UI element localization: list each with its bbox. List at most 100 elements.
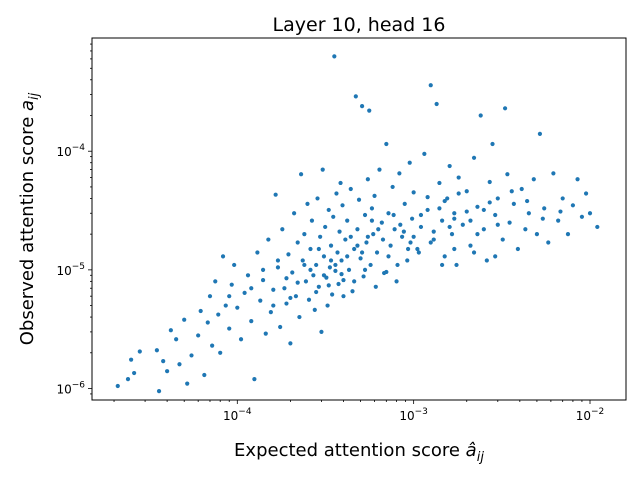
data-point xyxy=(286,252,291,257)
data-point xyxy=(302,262,307,268)
data-point xyxy=(490,141,495,147)
data-point xyxy=(384,141,389,147)
data-point xyxy=(205,320,210,325)
data-point xyxy=(323,224,328,230)
data-point xyxy=(560,196,565,201)
ticks-layer: 10−4 10−3 10−2 10−6 10−5 10−4 xyxy=(56,43,605,423)
data-point xyxy=(440,218,445,223)
data-point xyxy=(335,250,340,255)
x-tick-label: 10−4 xyxy=(223,407,252,423)
data-point xyxy=(341,294,346,299)
data-point xyxy=(227,326,232,331)
data-point xyxy=(440,262,445,268)
data-point xyxy=(249,286,254,291)
data-point xyxy=(154,348,159,353)
data-point xyxy=(198,308,203,314)
data-point xyxy=(374,250,380,255)
data-point xyxy=(447,163,452,169)
x-tick-label: 10−2 xyxy=(576,407,605,423)
data-point xyxy=(220,254,226,259)
data-point xyxy=(318,234,323,239)
data-point xyxy=(174,337,179,342)
data-point xyxy=(362,212,368,218)
x-tick-label: 10−3 xyxy=(399,407,428,423)
data-point xyxy=(437,206,442,211)
data-point xyxy=(189,353,194,358)
data-point xyxy=(546,240,551,245)
data-point xyxy=(471,250,477,255)
data-point xyxy=(542,206,547,211)
data-point xyxy=(343,237,348,242)
data-point xyxy=(302,232,307,237)
data-point xyxy=(328,243,334,248)
data-point xyxy=(411,234,416,239)
data-point xyxy=(452,216,457,221)
data-point xyxy=(475,204,480,209)
data-point xyxy=(295,280,300,285)
data-point xyxy=(526,211,531,216)
data-point xyxy=(290,270,295,275)
data-point xyxy=(583,191,589,196)
data-point xyxy=(505,172,510,177)
data-point xyxy=(271,287,276,292)
data-point xyxy=(431,229,436,234)
data-point xyxy=(308,267,313,272)
data-point xyxy=(365,234,370,239)
data-point xyxy=(442,198,447,204)
data-point xyxy=(227,294,232,299)
data-point xyxy=(434,101,439,107)
data-point xyxy=(314,289,319,295)
data-point xyxy=(319,329,324,334)
data-point xyxy=(460,222,465,227)
data-point xyxy=(400,234,405,239)
data-point xyxy=(333,268,338,273)
data-point xyxy=(278,324,283,330)
data-point xyxy=(431,237,436,242)
data-point xyxy=(284,276,289,281)
data-point xyxy=(507,220,512,225)
data-point xyxy=(392,227,397,232)
data-point xyxy=(242,290,247,295)
data-point xyxy=(275,258,281,263)
data-point xyxy=(137,349,142,354)
data-point xyxy=(352,279,357,284)
data-point xyxy=(168,328,173,333)
data-point xyxy=(353,94,358,99)
data-point xyxy=(280,227,285,232)
chart-title: Layer 10, head 16 xyxy=(273,14,446,36)
data-point xyxy=(340,203,345,208)
data-point xyxy=(336,281,341,287)
data-point xyxy=(487,179,492,185)
data-point xyxy=(235,305,240,310)
data-point xyxy=(327,265,332,270)
data-point xyxy=(515,246,520,252)
data-point xyxy=(229,282,234,287)
data-point xyxy=(288,295,293,301)
y-tick-label: 10−6 xyxy=(56,381,85,397)
data-point xyxy=(384,269,389,275)
data-point xyxy=(428,83,433,88)
data-point xyxy=(509,189,514,194)
data-point xyxy=(345,218,350,223)
data-point xyxy=(345,254,350,259)
data-point xyxy=(386,211,391,216)
data-point xyxy=(355,227,360,232)
data-point xyxy=(216,312,221,317)
data-point xyxy=(519,186,524,192)
data-point xyxy=(273,192,278,197)
data-point xyxy=(570,203,576,208)
y-tick-label: 10−5 xyxy=(56,262,85,278)
data-point xyxy=(388,243,393,248)
data-point xyxy=(454,262,459,268)
data-point xyxy=(260,267,266,272)
data-point xyxy=(308,246,313,252)
data-point xyxy=(326,207,331,213)
data-point xyxy=(579,214,585,219)
data-point xyxy=(418,212,424,218)
data-point xyxy=(348,234,353,239)
data-point xyxy=(418,224,424,230)
data-point xyxy=(338,180,343,186)
data-point xyxy=(275,265,281,270)
data-point xyxy=(271,303,276,308)
data-point xyxy=(202,372,207,378)
